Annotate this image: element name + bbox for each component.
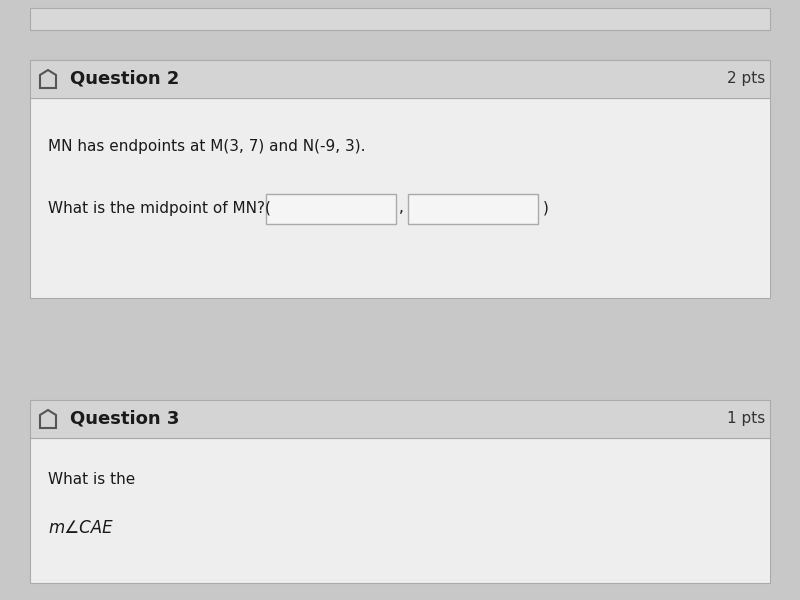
Text: What is the midpoint of MN?(: What is the midpoint of MN?( (48, 200, 271, 215)
Text: 2 pts: 2 pts (726, 71, 765, 86)
Text: Question 3: Question 3 (70, 410, 179, 428)
FancyBboxPatch shape (30, 438, 770, 583)
Text: What is the: What is the (48, 473, 135, 487)
Text: MN has endpoints at M(3, 7) and N(-9, 3).: MN has endpoints at M(3, 7) and N(-9, 3)… (48, 139, 366, 154)
Text: ): ) (543, 200, 549, 215)
Text: 1 pts: 1 pts (726, 412, 765, 427)
FancyBboxPatch shape (408, 194, 538, 224)
FancyBboxPatch shape (30, 98, 770, 298)
FancyBboxPatch shape (266, 194, 396, 224)
Text: ,: , (399, 200, 404, 215)
FancyBboxPatch shape (30, 60, 770, 98)
Text: m∠CAE: m∠CAE (48, 519, 113, 537)
FancyBboxPatch shape (30, 8, 770, 30)
FancyBboxPatch shape (30, 400, 770, 438)
Text: Question 2: Question 2 (70, 70, 179, 88)
